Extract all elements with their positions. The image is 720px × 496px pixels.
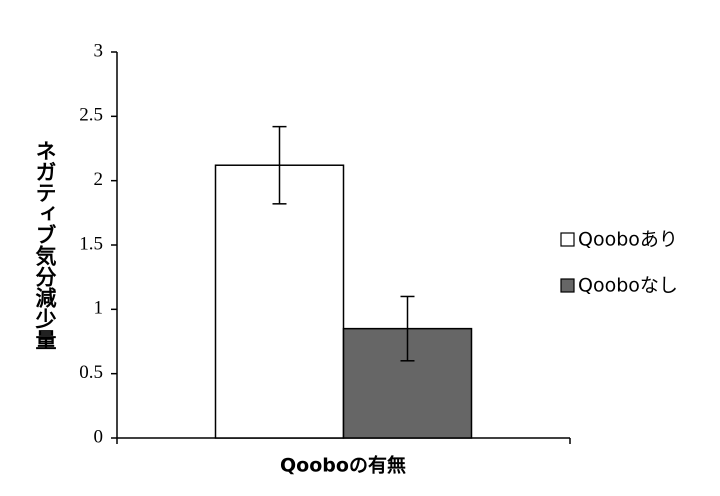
- y-tick-label: 1: [94, 298, 104, 319]
- legend-label: Qooboなし: [578, 275, 678, 297]
- y-tick-label: 3: [94, 40, 104, 61]
- y-tick-label: 1.5: [79, 233, 103, 254]
- legend-label: Qooboあり: [578, 229, 678, 251]
- y-tick-label: 0: [94, 426, 104, 447]
- y-tick-label: 0.5: [79, 362, 103, 383]
- y-tick-label: 2.5: [79, 105, 103, 126]
- y-axis-label: ネガティブ気分減少量: [33, 140, 58, 350]
- y-tick-label: 2: [94, 169, 104, 190]
- bar: [214, 164, 345, 439]
- x-axis-label: Qooboの有無: [280, 454, 406, 477]
- legend-swatch: [560, 232, 575, 247]
- legend-swatch: [560, 278, 575, 293]
